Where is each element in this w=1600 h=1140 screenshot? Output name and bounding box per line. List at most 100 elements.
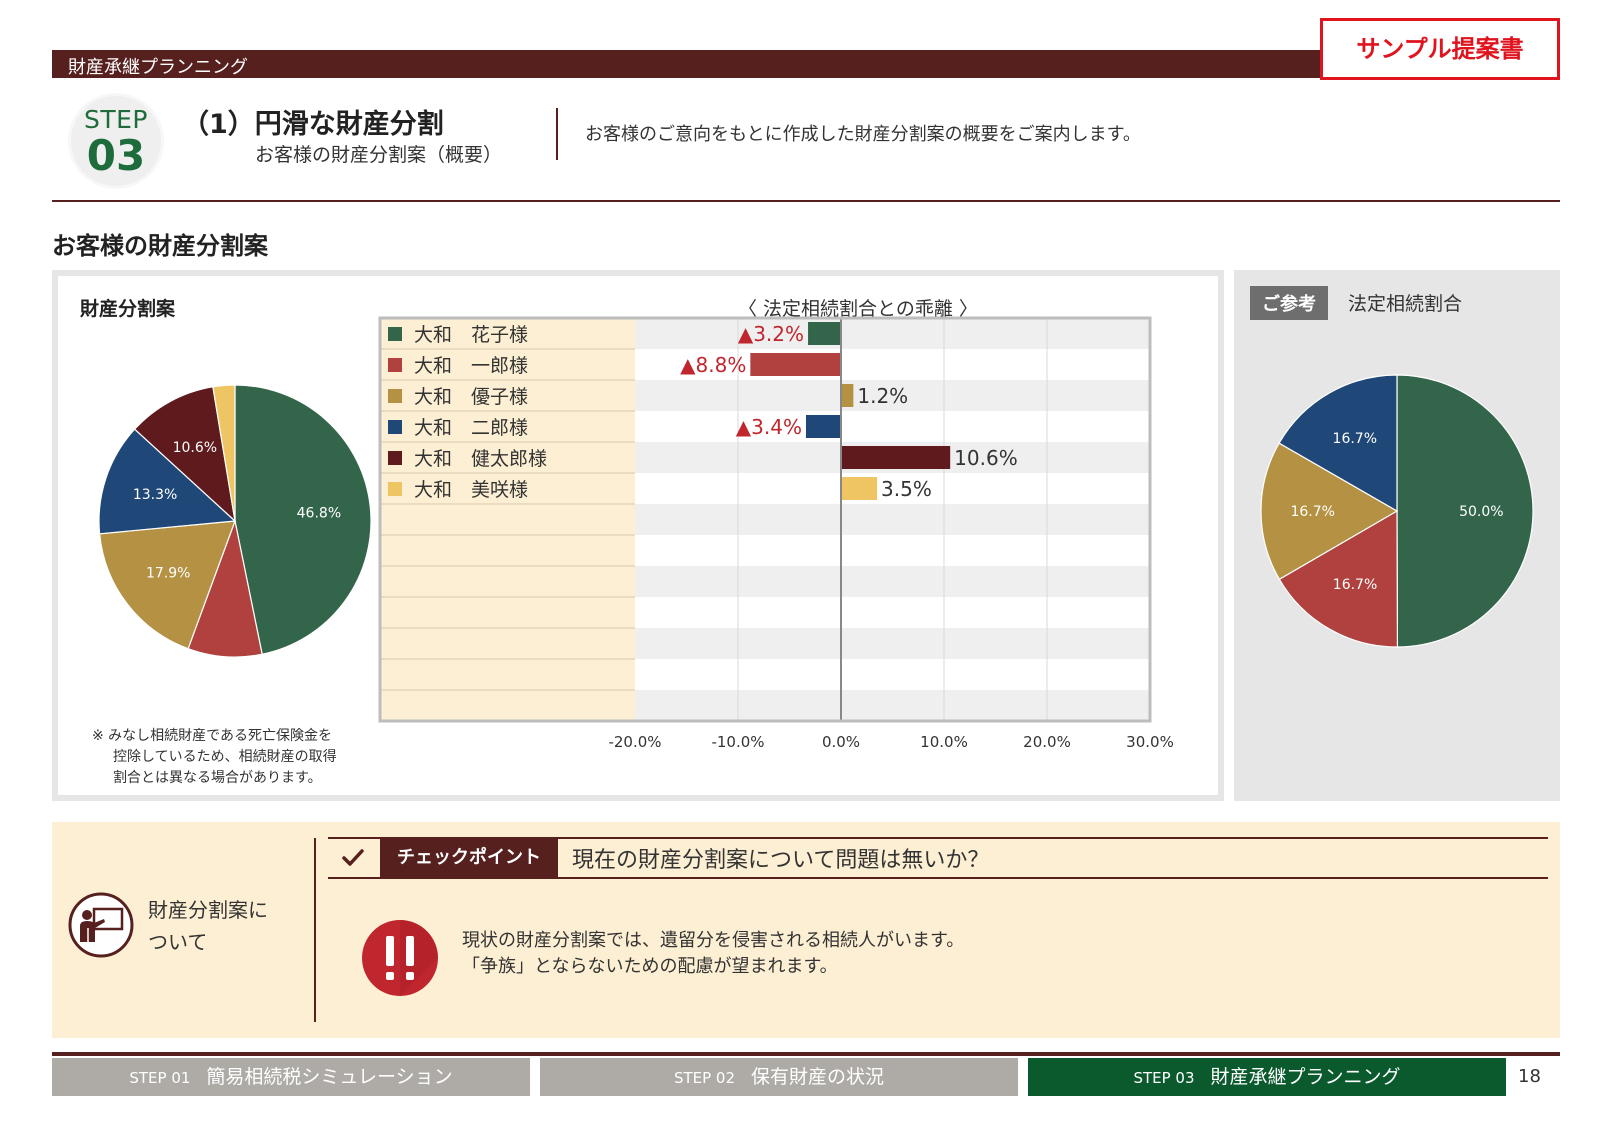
- gap-value-label: 1.2%: [857, 384, 908, 408]
- legal-pie-slice-label-1: 16.7%: [1333, 577, 1377, 593]
- checkpoint-question: 現在の財産分割案について問題は無いか？: [572, 848, 990, 873]
- x-tick-label: 20.0%: [1023, 733, 1071, 751]
- checkpoint-area: 財産分割案に ついて チェックポイント 現在の財産分割案について問題は無いか？ …: [52, 822, 1560, 1038]
- gap-bar: [841, 446, 951, 469]
- check-icon: [342, 849, 364, 866]
- step-number: 03: [86, 131, 146, 180]
- legend-swatch: [388, 389, 402, 403]
- double-exclamation-icon: [362, 920, 438, 996]
- legal-pie-slice-label-2: 16.7%: [1290, 504, 1334, 520]
- heir-name: 大和 美咲様: [414, 479, 528, 501]
- checkpoint-rule-top: [328, 837, 1548, 839]
- tab-step-01-label: 簡易相続税シミュレーション: [206, 1066, 453, 1088]
- legend-swatch: [388, 482, 402, 496]
- row-band: [635, 690, 1150, 721]
- note-line-1: ※ みなし相続財産である死亡保険金を: [92, 728, 333, 744]
- row-band: [635, 318, 1150, 349]
- gap-value-label: 3.5%: [881, 477, 932, 501]
- header-bar: 財産承継プランニング: [52, 50, 1320, 78]
- reference-badge: ご参考: [1250, 286, 1328, 320]
- legal-pie-slice-3: [1278, 374, 1398, 513]
- note-line-2: 控除しているため、相続財産の取得: [113, 749, 337, 765]
- tab-step-03[interactable]: STEP 03 財産承継プランニング: [1028, 1058, 1506, 1096]
- note-line-3: 割合とは異なる場合があります。: [113, 770, 322, 786]
- division-pie-chart: 46.8% 17.9% 13.3% 10.6%: [98, 384, 372, 658]
- reference-title: 法定相続割合: [1348, 293, 1463, 315]
- heir-name: 大和 優子様: [414, 386, 528, 408]
- gap-value-label: ▲3.2%: [738, 322, 804, 346]
- x-tick-label: 30.0%: [1126, 733, 1174, 751]
- gap-bar: [841, 477, 878, 500]
- about-line-2: ついて: [148, 930, 208, 954]
- page-number: 18: [1518, 1066, 1541, 1087]
- division-panel-title: 財産分割案: [80, 298, 176, 320]
- message-line-1: 現状の財産分割案では、遺留分を侵害される相続人がいます。: [462, 930, 965, 951]
- row-band: [635, 566, 1150, 597]
- tab-step-03-number: STEP 03: [1133, 1069, 1195, 1087]
- intro-text: お客様のご意向をもとに作成した財産分割案の概要をご案内します。: [585, 124, 1141, 145]
- tab-step-03-label: 財産承継プランニング: [1210, 1066, 1401, 1088]
- x-tick-label: 0.0%: [822, 733, 860, 751]
- legal-pie-slice-1: [1278, 509, 1399, 648]
- footer-rule: [52, 1052, 1560, 1056]
- checkpoint-divider: [314, 838, 316, 1022]
- legal-pie-slice-0: [1396, 374, 1534, 648]
- legend-swatch: [388, 420, 402, 434]
- division-pie-slice-3: [98, 428, 237, 535]
- heir-name: 大和 二郎様: [414, 417, 528, 439]
- page-title: （1）円滑な財産分割: [182, 109, 444, 140]
- tab-step-02[interactable]: STEP 02 保有財産の状況: [540, 1058, 1018, 1096]
- checkpoint-rule-bottom: [328, 877, 1548, 879]
- page-subtitle: お客様の財産分割案（概要）: [255, 144, 503, 166]
- gap-value-label: ▲8.8%: [680, 353, 746, 377]
- legal-share-pie-chart: 50.0% 16.7% 16.7% 16.7%: [1260, 374, 1534, 648]
- division-pie-slice-5: [212, 384, 236, 522]
- step-label: STEP: [83, 105, 148, 134]
- title-divider: [556, 108, 558, 160]
- gap-bar: [841, 384, 854, 407]
- division-pie-slice-label-2: 17.9%: [146, 565, 190, 581]
- header-rule: [52, 200, 1560, 202]
- tab-step-01[interactable]: STEP 01 簡易相続税シミュレーション: [52, 1058, 530, 1096]
- x-tick-label: -20.0%: [608, 733, 661, 751]
- about-line-1: 財産分割案に: [148, 898, 268, 922]
- legal-pie-slice-label-0: 50.0%: [1459, 504, 1503, 520]
- gap-value-label: 10.6%: [954, 446, 1018, 470]
- header-section-name: 財産承継プランニング: [68, 57, 248, 78]
- gap-bar: [750, 353, 841, 376]
- step-circle: STEP 03: [68, 93, 164, 189]
- reference-panel: ご参考 法定相続割合 50.0% 16.7% 16.7% 16.7%: [1234, 270, 1560, 801]
- division-pie-slice-2: [98, 520, 236, 650]
- row-band: [635, 504, 1150, 535]
- tab-step-02-label: 保有財産の状況: [751, 1066, 885, 1088]
- sample-badge: サンプル提案書: [1320, 18, 1560, 80]
- division-pie-slice-label-0: 46.8%: [297, 506, 341, 522]
- plot-frame: [378, 316, 1152, 723]
- legend-swatch: [388, 451, 402, 465]
- x-tick-label: -10.0%: [711, 733, 764, 751]
- gap-bar-chart: 大和 花子様 ▲3.2% 大和 一郎様 ▲8.8% 大和 優子様 1.2% 大和 二郎様 ▲3…: [378, 316, 1174, 751]
- x-tick-label: 10.0%: [920, 733, 968, 751]
- name-column: [380, 318, 635, 721]
- legal-pie-slice-label-3: 16.7%: [1333, 431, 1377, 447]
- gap-value-label: ▲3.4%: [736, 415, 802, 439]
- heir-name: 大和 花子様: [414, 324, 528, 346]
- division-panel: 財産分割案 〈 法定相続割合との乖離 〉 46.8% 17.9% 13.3% 10.6…: [52, 270, 1224, 801]
- gap-bar: [805, 415, 841, 438]
- legend-swatch: [388, 327, 402, 341]
- division-note: ※ みなし相続財産である死亡保険金を 控除しているため、相続財産の取得 割合とは…: [92, 726, 337, 789]
- division-pie-slice-label-4: 10.6%: [173, 440, 217, 456]
- legal-pie-slice-2: [1260, 442, 1399, 581]
- gap-chart-title: 〈 法定相続割合との乖離 〉: [738, 298, 978, 320]
- message-line-2: 「争族」とならないための配慮が望まれます。: [462, 956, 838, 977]
- heir-name: 大和 一郎様: [414, 355, 528, 377]
- tab-step-01-number: STEP 01: [129, 1069, 191, 1087]
- section-title: お客様の財産分割案: [52, 232, 268, 260]
- heir-name: 大和 健太郎様: [414, 448, 547, 470]
- about-label: 財産分割案に ついて: [148, 894, 268, 958]
- row-band: [635, 628, 1150, 659]
- division-pie-slice-4: [133, 386, 236, 523]
- tab-step-02-number: STEP 02: [673, 1069, 736, 1087]
- division-pie-slice-0: [234, 384, 372, 655]
- checkpoint-message: 現状の財産分割案では、遺留分を侵害される相続人がいます。 「争族」とならないため…: [462, 928, 964, 980]
